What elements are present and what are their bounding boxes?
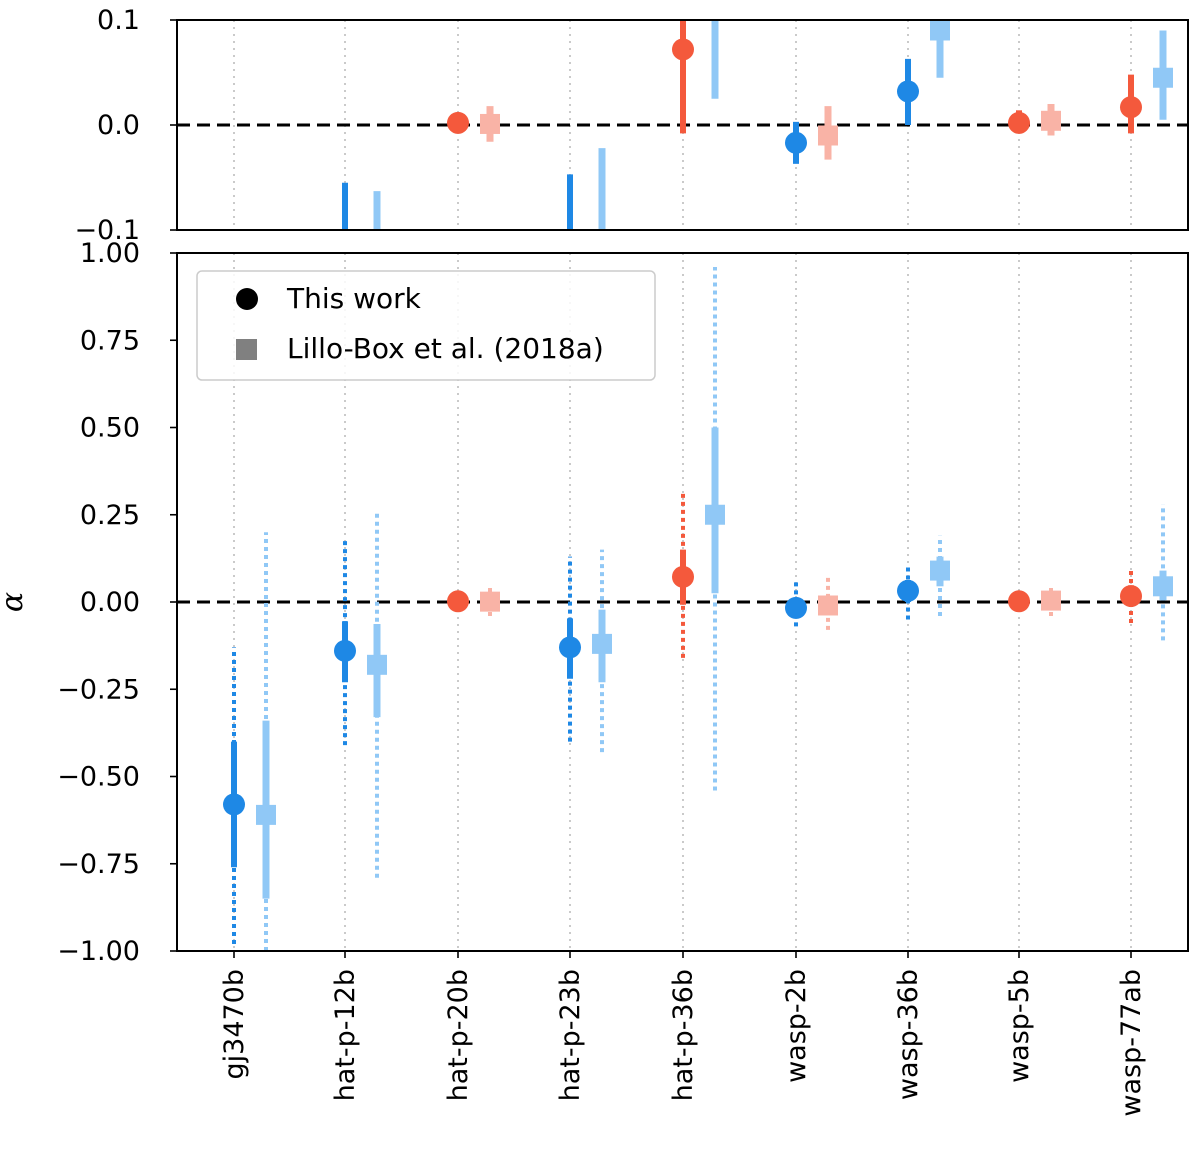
category-labels: gj3470b hat-p-12b hat-p-20b hat-p-23b hat-p-… bbox=[219, 969, 1147, 1117]
point-full-hat-p-36b-this-work bbox=[672, 565, 694, 588]
point-full-gj3470b-this-work bbox=[223, 793, 245, 816]
point-zoom-hat-p-36b-this-work bbox=[672, 38, 694, 61]
point-full-wasp-5b-lillo-box bbox=[1041, 590, 1061, 611]
point-full-hat-p-20b-this-work bbox=[447, 590, 469, 613]
ytick-label-full-0: −1.00 bbox=[57, 936, 140, 967]
point-zoom-wasp-36b-this-work bbox=[897, 80, 919, 103]
point-zoom-wasp-77ab-this-work bbox=[1120, 96, 1142, 119]
point-full-wasp-77ab-this-work bbox=[1120, 585, 1142, 608]
legend: This work Lillo-Box et al. (2018a) bbox=[196, 270, 656, 381]
ytick-label-full-7: 0.75 bbox=[80, 325, 140, 356]
point-full-hat-p-36b-lillo-box bbox=[705, 504, 725, 525]
legend-circle-marker bbox=[236, 288, 258, 310]
point-full-hat-p-23b-lillo-box bbox=[592, 633, 612, 654]
category-label-wasp-2b: wasp-2b bbox=[781, 969, 812, 1083]
point-full-wasp-36b-this-work bbox=[897, 579, 919, 602]
point-zoom-wasp-36b-lillo-box bbox=[930, 20, 950, 41]
ytick-label-full-6: 0.50 bbox=[80, 413, 140, 444]
ytick-label-full-2: −0.50 bbox=[57, 762, 140, 793]
ytick-label-full-5: 0.25 bbox=[80, 500, 140, 531]
axis-ticks: −0.1 0.0 0.1 −1.00 −0.75 −0.50 −0.25 0.00 0.25 0.… bbox=[57, 5, 1132, 967]
point-full-wasp-2b-this-work bbox=[785, 596, 807, 619]
category-label-hat-p-12b: hat-p-12b bbox=[330, 969, 361, 1101]
data-zoom bbox=[342, 20, 1173, 261]
data-full bbox=[223, 266, 1173, 951]
ytick-label-full-1: −0.75 bbox=[57, 849, 140, 880]
point-zoom-wasp-5b-this-work bbox=[1008, 111, 1030, 134]
ytick-label-zoom-0: −0.1 bbox=[74, 215, 140, 246]
category-label-hat-p-23b: hat-p-23b bbox=[555, 969, 586, 1101]
point-zoom-hat-p-20b-lillo-box bbox=[480, 113, 500, 134]
point-zoom-hat-p-23b-lillo-box bbox=[592, 241, 612, 261]
category-label-wasp-77ab: wasp-77ab bbox=[1116, 969, 1147, 1117]
ytick-label-full-3: −0.25 bbox=[57, 674, 140, 705]
point-zoom-hat-p-20b-this-work bbox=[447, 111, 469, 134]
ytick-label-full-4: 0.00 bbox=[80, 587, 140, 618]
data-marks bbox=[223, 20, 1173, 951]
ytick-label-zoom-2: 0.1 bbox=[97, 5, 140, 36]
point-full-hat-p-12b-this-work bbox=[334, 639, 356, 662]
category-label-hat-p-36b: hat-p-36b bbox=[668, 969, 699, 1101]
point-zoom-wasp-2b-this-work bbox=[785, 131, 807, 154]
grid-lines bbox=[233, 20, 1132, 951]
category-label-wasp-5b: wasp-5b bbox=[1004, 969, 1035, 1083]
category-label-gj3470b: gj3470b bbox=[219, 969, 250, 1080]
point-full-hat-p-20b-lillo-box bbox=[480, 591, 500, 612]
point-full-wasp-77ab-lillo-box bbox=[1153, 576, 1173, 597]
point-zoom-wasp-2b-lillo-box bbox=[818, 125, 838, 146]
point-full-wasp-36b-lillo-box bbox=[930, 560, 950, 581]
point-full-hat-p-23b-this-work bbox=[559, 636, 581, 659]
point-full-hat-p-12b-lillo-box bbox=[367, 654, 387, 675]
legend-box bbox=[196, 270, 656, 381]
ytick-label-zoom-1: 0.0 bbox=[97, 110, 140, 141]
point-full-gj3470b-lillo-box bbox=[256, 804, 276, 825]
legend-label-lillo-box: Lillo-Box et al. (2018a) bbox=[287, 332, 604, 365]
point-zoom-wasp-5b-lillo-box bbox=[1041, 110, 1061, 131]
category-label-wasp-36b: wasp-36b bbox=[893, 969, 924, 1100]
point-full-wasp-2b-lillo-box bbox=[818, 595, 838, 616]
point-full-wasp-5b-this-work bbox=[1008, 590, 1030, 613]
legend-square-marker bbox=[236, 339, 257, 360]
y-axis-title: α bbox=[0, 592, 30, 612]
point-zoom-wasp-77ab-lillo-box bbox=[1153, 67, 1173, 88]
legend-label-this-work: This work bbox=[286, 282, 422, 315]
ytick-label-full-8: 1.00 bbox=[80, 238, 140, 269]
category-label-hat-p-20b: hat-p-20b bbox=[443, 969, 474, 1101]
